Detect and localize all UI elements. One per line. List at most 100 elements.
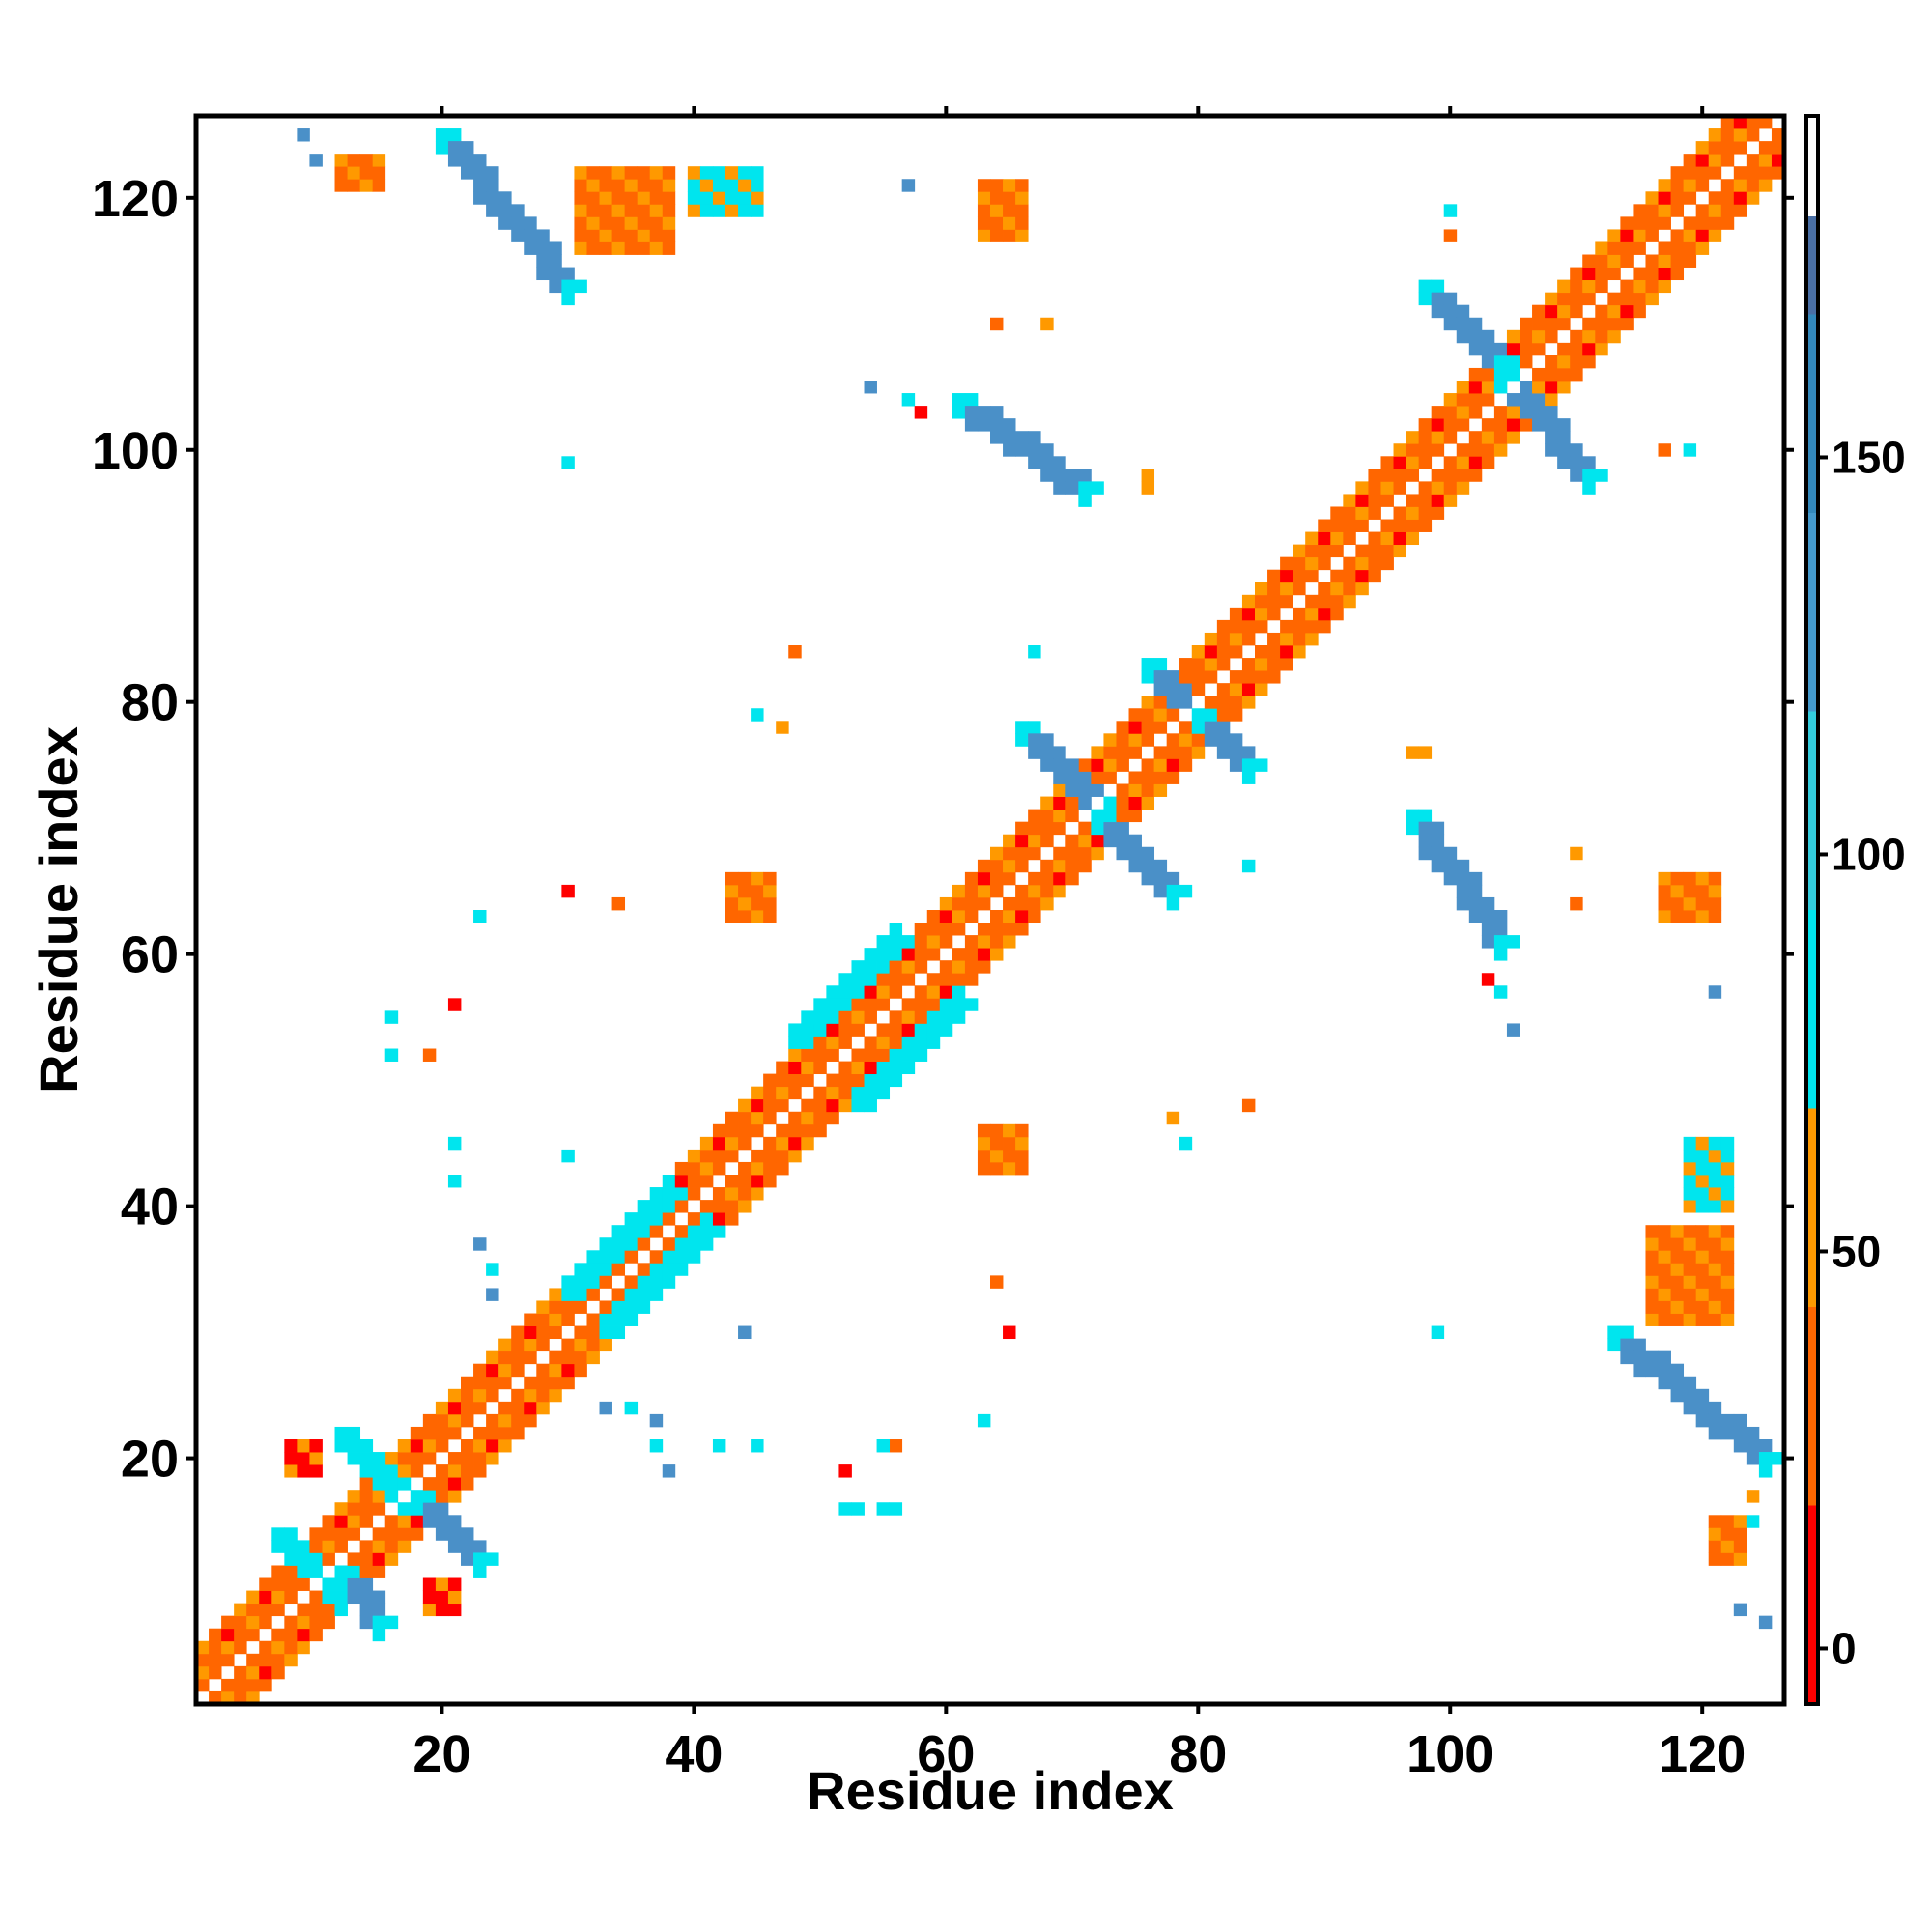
heatmap-cell — [1658, 1300, 1671, 1314]
heatmap-cell — [1733, 116, 1747, 129]
heatmap-cell — [384, 1552, 399, 1566]
heatmap-cell — [674, 1263, 689, 1276]
heatmap-cell — [926, 1010, 941, 1024]
heatmap-cell — [1733, 1540, 1747, 1553]
heatmap-cell — [952, 393, 966, 407]
heatmap-cell — [1204, 733, 1218, 747]
y-tick-label: 60 — [121, 926, 179, 984]
heatmap-cell — [1720, 191, 1735, 205]
heatmap-cell — [536, 1388, 550, 1403]
heatmap-cell — [1557, 418, 1571, 432]
heatmap-cell — [1229, 696, 1243, 709]
heatmap-cell — [1241, 670, 1256, 684]
heatmap-cell — [1280, 658, 1293, 671]
heatmap-cell — [1141, 708, 1155, 722]
heatmap-cell — [1658, 443, 1671, 457]
heatmap-cell — [1141, 871, 1155, 886]
heatmap-cell — [498, 1350, 512, 1365]
heatmap-cell — [1708, 128, 1722, 142]
heatmap-cell — [788, 1036, 802, 1049]
heatmap-cell — [1191, 708, 1206, 722]
heatmap-cell — [1065, 834, 1079, 848]
heatmap-cell — [1040, 796, 1054, 810]
heatmap-cell — [1128, 846, 1142, 861]
heatmap-cell — [876, 1502, 891, 1516]
heatmap-cell — [1620, 292, 1634, 306]
heatmap-cell — [524, 1413, 537, 1428]
heatmap-cell — [1015, 179, 1029, 192]
heatmap-cell — [1078, 783, 1092, 797]
heatmap-cell — [1720, 1515, 1735, 1528]
heatmap-cell — [599, 1313, 612, 1326]
heatmap-cell — [1204, 645, 1218, 659]
heatmap-cell — [1091, 758, 1104, 772]
heatmap-cell — [977, 871, 991, 886]
heatmap-cell — [1708, 910, 1722, 923]
heatmap-cell — [1493, 406, 1508, 419]
heatmap-cell — [1380, 544, 1394, 558]
heatmap-cell — [1153, 696, 1168, 709]
heatmap-cell — [549, 1325, 562, 1340]
heatmap-cell — [926, 948, 941, 961]
heatmap-cell — [1103, 758, 1117, 772]
heatmap-cell — [1708, 1540, 1722, 1553]
heatmap-cell — [1683, 896, 1697, 911]
heatmap-cell — [1128, 796, 1142, 810]
heatmap-cell — [447, 998, 462, 1011]
heatmap-cell — [1305, 531, 1319, 546]
heatmap-cell — [599, 166, 612, 180]
heatmap-cell — [1216, 683, 1231, 696]
heatmap-cell — [1720, 1200, 1735, 1213]
heatmap-cell — [1368, 506, 1381, 520]
heatmap-cell — [1683, 166, 1697, 180]
heatmap-cell — [1343, 494, 1356, 507]
heatmap-cell — [1091, 834, 1104, 848]
heatmap-cell — [1746, 191, 1760, 205]
y-tick-label: 80 — [121, 674, 179, 732]
heatmap-cell — [524, 1325, 537, 1340]
heatmap-cell — [334, 1439, 348, 1453]
heatmap-cell — [284, 1464, 298, 1478]
heatmap-cell — [1267, 645, 1281, 659]
heatmap-cell — [662, 166, 676, 180]
heatmap-cell — [952, 948, 966, 961]
heatmap-cell — [447, 1426, 462, 1440]
heatmap-cell — [687, 1250, 701, 1264]
heatmap-cell — [838, 1073, 852, 1088]
heatmap-cell — [1443, 317, 1458, 331]
heatmap-cell — [738, 1161, 752, 1176]
heatmap-cell — [751, 1175, 764, 1188]
heatmap-cell — [574, 204, 587, 217]
heatmap-cell — [1658, 1376, 1671, 1390]
heatmap-cell — [297, 1615, 310, 1630]
heatmap-cell — [1003, 846, 1016, 861]
heatmap-cell — [473, 191, 487, 205]
heatmap-cell — [939, 960, 953, 974]
heatmap-cell — [637, 1200, 651, 1213]
heatmap-cell — [1506, 393, 1520, 407]
heatmap-cell — [788, 1073, 802, 1088]
heatmap-cell — [1733, 1426, 1747, 1440]
heatmap-cell — [914, 985, 928, 999]
heatmap-cell — [1607, 317, 1621, 331]
heatmap-cell — [599, 1250, 612, 1264]
heatmap-cell — [926, 923, 941, 936]
heatmap-cell — [674, 1225, 689, 1238]
heatmap-cell — [1128, 783, 1142, 797]
heatmap-cell — [1670, 1313, 1685, 1326]
heatmap-cell — [826, 998, 839, 1011]
heatmap-cell — [498, 1413, 512, 1428]
heatmap-cell — [1040, 834, 1054, 848]
heatmap-cell — [586, 191, 600, 205]
heatmap-cell — [712, 1200, 726, 1213]
heatmap-cell — [964, 418, 979, 432]
heatmap-cell — [914, 1048, 928, 1062]
heatmap-cell — [1645, 1225, 1659, 1238]
heatmap-cell — [1670, 910, 1685, 923]
heatmap-cell — [776, 721, 789, 734]
heatmap-cell — [246, 1653, 260, 1667]
heatmap-cell — [1330, 569, 1344, 583]
heatmap-cell — [1191, 746, 1206, 759]
heatmap-cell — [586, 1250, 600, 1264]
